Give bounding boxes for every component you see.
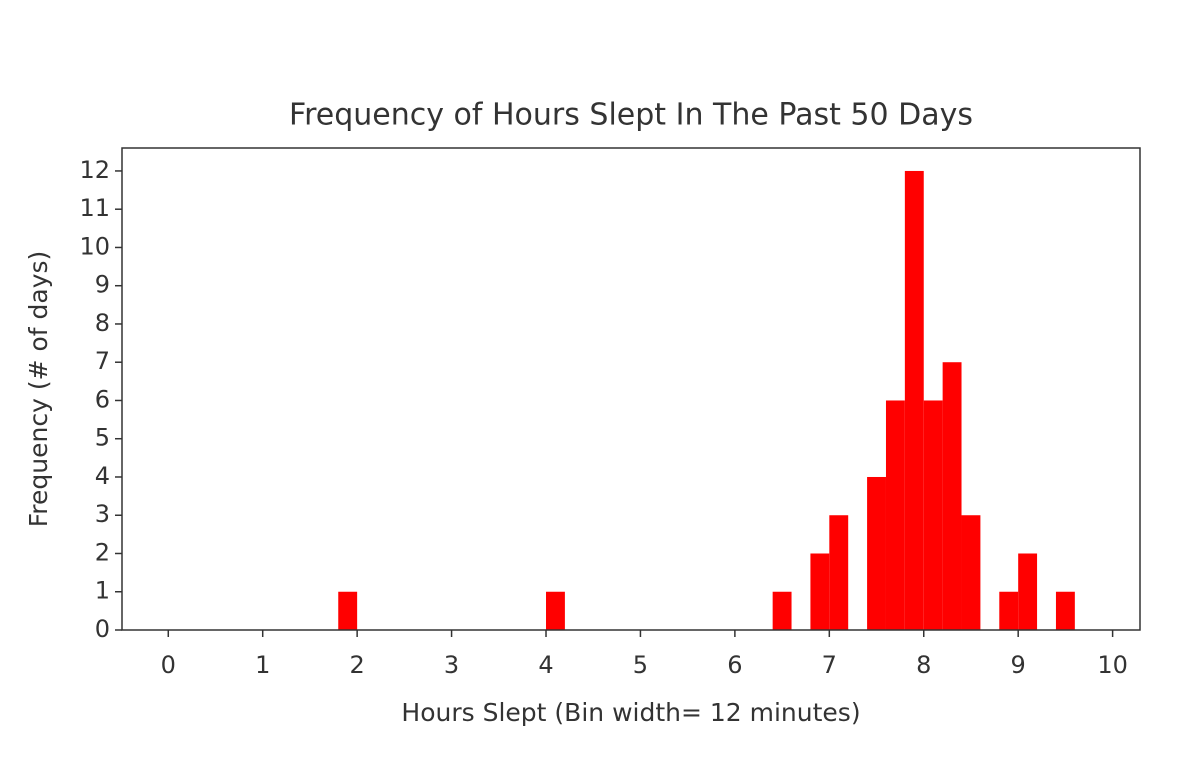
y-tick-label: 9	[95, 271, 110, 299]
y-tick-label: 5	[95, 424, 110, 452]
y-tick-label: 10	[79, 232, 110, 260]
y-tick-label: 3	[95, 500, 110, 528]
bar	[942, 362, 962, 630]
bar	[829, 515, 849, 630]
x-tick-label: 9	[1011, 651, 1026, 679]
x-tick-label: 4	[538, 651, 553, 679]
x-axis-label: Hours Slept (Bin width= 12 minutes)	[401, 698, 860, 727]
bar	[961, 515, 981, 630]
y-tick-label: 8	[95, 309, 110, 337]
x-tick-label: 6	[727, 651, 742, 679]
x-tick-label: 1	[255, 651, 270, 679]
y-tick-label: 6	[95, 385, 110, 413]
x-tick-label: 5	[633, 651, 648, 679]
bar	[1018, 553, 1038, 630]
bar	[810, 553, 830, 630]
y-tick-label: 11	[79, 194, 110, 222]
x-tick-label: 10	[1097, 651, 1128, 679]
x-tick-label: 3	[444, 651, 459, 679]
y-tick-label: 7	[95, 347, 110, 375]
bar	[867, 476, 886, 630]
bar	[772, 591, 792, 630]
chart-title: Frequency of Hours Slept In The Past 50 …	[289, 98, 973, 133]
x-tick-label: 8	[916, 651, 931, 679]
y-tick-label: 4	[95, 462, 110, 490]
x-tick-label: 0	[161, 651, 176, 679]
bar	[338, 591, 358, 630]
x-tick-label: 2	[350, 651, 365, 679]
y-axis-label: Frequency (# of days)	[24, 251, 53, 528]
y-tick-label: 1	[95, 577, 110, 605]
bar	[904, 170, 924, 630]
y-tick-label: 12	[79, 156, 110, 184]
bar	[885, 400, 905, 630]
bar	[923, 400, 943, 630]
bar	[999, 591, 1019, 630]
x-tick-label: 7	[822, 651, 837, 679]
bar	[546, 591, 565, 630]
y-tick-label: 2	[95, 538, 110, 566]
bar	[1055, 591, 1075, 630]
plot-frame	[121, 147, 1141, 631]
y-tick-label: 0	[95, 615, 110, 643]
